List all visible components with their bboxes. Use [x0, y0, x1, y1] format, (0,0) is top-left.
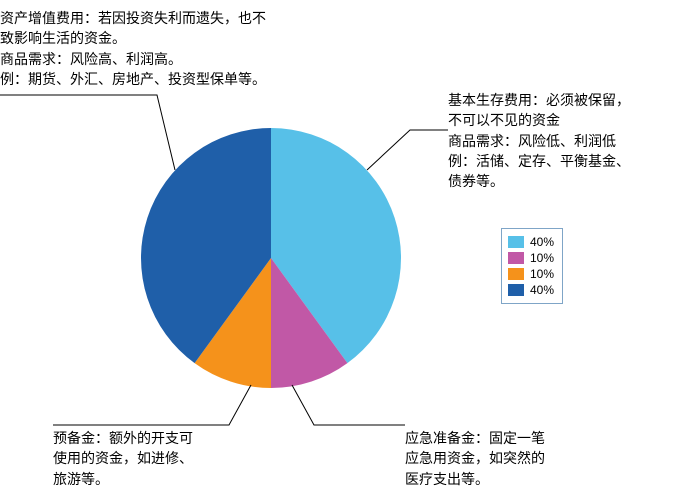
legend-item-3: 40%: [508, 283, 554, 297]
legend-text-3: 40%: [530, 283, 554, 297]
chart-container: 基本生存费用：必须被保留， 不可以不见的资金 商品需求：风险低、利润低 例：活储…: [0, 0, 673, 502]
legend-swatch-1: [508, 252, 524, 264]
legend-item-2: 10%: [508, 267, 554, 281]
leader-line-3: [0, 95, 175, 170]
slice-label-1: 应急准备金：固定一笔 应急用资金，如突然的 医疗支出等。: [405, 428, 545, 489]
legend-text-1: 10%: [530, 251, 554, 265]
legend-swatch-2: [508, 268, 524, 280]
slice-label-0: 基本生存费用：必须被保留， 不可以不见的资金 商品需求：风险低、利润低 例：活储…: [448, 90, 630, 191]
legend-swatch-0: [508, 236, 524, 248]
slice-label-3: 资产增值费用：若因投资失利而遗失，也不 致影响生活的资金。 商品需求：风险高、利…: [0, 8, 266, 89]
legend-text-2: 10%: [530, 267, 554, 281]
legend: 40% 10% 10% 40%: [501, 228, 563, 304]
legend-item-0: 40%: [508, 235, 554, 249]
leader-line-0: [367, 130, 448, 170]
leader-line-2: [53, 385, 251, 425]
slice-label-2: 预备金：额外的开支可 使用的资金，如进修、 旅游等。: [53, 428, 193, 489]
legend-text-0: 40%: [530, 235, 554, 249]
leader-line-1: [292, 385, 405, 425]
legend-item-1: 10%: [508, 251, 554, 265]
legend-swatch-3: [508, 284, 524, 296]
